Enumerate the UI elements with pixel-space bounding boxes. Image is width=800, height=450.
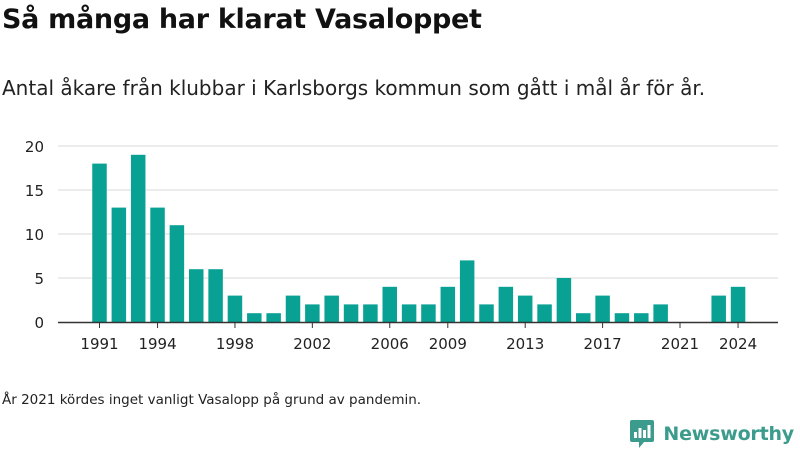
y-tick-label: 5 bbox=[34, 270, 44, 288]
footnote: År 2021 kördes inget vanligt Vasalopp på… bbox=[2, 392, 422, 408]
bar-2013 bbox=[517, 295, 533, 322]
y-tick-label: 10 bbox=[25, 226, 44, 244]
x-tick-label: 2006 bbox=[371, 335, 409, 353]
bar-2010 bbox=[459, 260, 475, 322]
chart-subtitle: Antal åkare från klubbar i Karlsborgs ko… bbox=[2, 76, 706, 100]
newsworthy-logo[interactable]: Newsworthy bbox=[629, 419, 794, 449]
bar-2019 bbox=[634, 313, 649, 322]
bar-1992 bbox=[111, 207, 127, 322]
newsworthy-logo-icon bbox=[630, 420, 655, 448]
bar-2016 bbox=[576, 313, 591, 322]
y-tick-label: 20 bbox=[25, 138, 44, 156]
bar-2024 bbox=[730, 286, 746, 322]
bar-1998 bbox=[227, 295, 243, 322]
bars bbox=[92, 154, 746, 322]
bar-2001 bbox=[285, 295, 301, 322]
bar-2004 bbox=[343, 304, 359, 322]
bar-2012 bbox=[498, 286, 514, 322]
bar-2011 bbox=[479, 304, 494, 322]
bar-2005 bbox=[363, 304, 378, 322]
bar-2000 bbox=[266, 313, 281, 322]
x-tick-label: 1998 bbox=[216, 335, 254, 353]
x-tick-label: 2009 bbox=[429, 335, 467, 353]
bar-2007 bbox=[401, 304, 417, 322]
bar-2014 bbox=[537, 304, 552, 322]
bar-2006 bbox=[382, 286, 397, 322]
bar-2002 bbox=[305, 304, 320, 322]
bar-1997 bbox=[208, 269, 223, 322]
chart-title: Så många har klarat Vasaloppet bbox=[2, 4, 482, 35]
bar-2023 bbox=[711, 295, 726, 322]
bar-2008 bbox=[421, 304, 436, 322]
bar-2009 bbox=[440, 286, 456, 322]
bar-2015 bbox=[556, 278, 572, 322]
x-tick-label: 2024 bbox=[719, 335, 757, 353]
y-axis-tick-labels: 0 5 10 15 20 bbox=[25, 138, 44, 332]
x-axis-tick-labels: 1991 1994 1998 2002 2006 2009 2013 2017 2021 2024 bbox=[80, 323, 757, 353]
x-tick-label: 1994 bbox=[138, 335, 176, 353]
y-tick-label: 0 bbox=[34, 314, 44, 332]
bar-2020 bbox=[653, 304, 668, 322]
bar-2003 bbox=[324, 295, 339, 322]
grid-lines bbox=[58, 145, 778, 279]
x-tick-label: 2017 bbox=[584, 335, 622, 353]
bar-1993 bbox=[130, 154, 146, 322]
x-tick-label: 1991 bbox=[80, 335, 118, 353]
bar-chart: 0 5 10 15 20 1991 1994 1998 2002 2006 2009 2013 201… bbox=[25, 138, 778, 353]
y-tick-label: 15 bbox=[25, 182, 44, 200]
x-tick-label: 2013 bbox=[506, 335, 544, 353]
bar-2017 bbox=[595, 295, 610, 322]
brand-name: Newsworthy bbox=[663, 423, 794, 445]
bar-1994 bbox=[150, 207, 165, 322]
x-tick-label: 2021 bbox=[661, 335, 699, 353]
bar-1996 bbox=[189, 269, 204, 322]
bar-2018 bbox=[614, 313, 630, 322]
x-tick-label: 2002 bbox=[293, 335, 331, 353]
bar-1991 bbox=[92, 163, 107, 322]
bar-1999 bbox=[247, 313, 262, 322]
bar-1995 bbox=[169, 225, 185, 322]
